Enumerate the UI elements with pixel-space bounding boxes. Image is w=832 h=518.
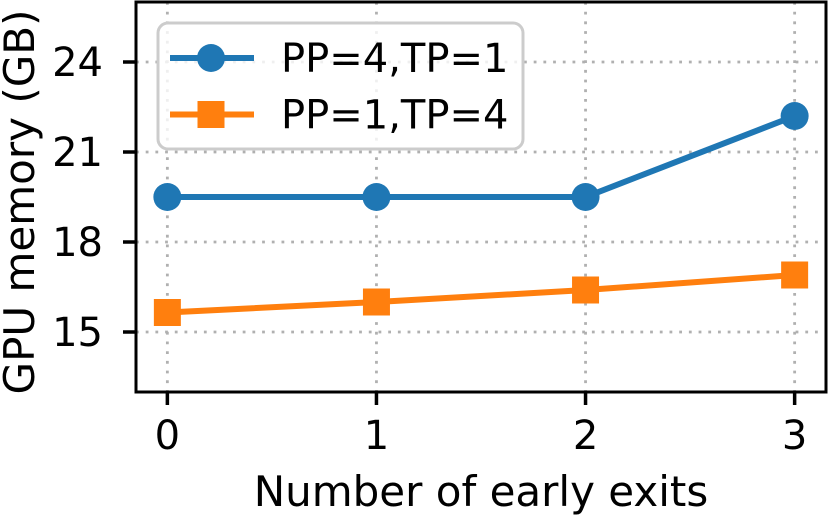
y-axis-label: GPU memory (GB) <box>0 10 44 395</box>
data-point-square-x3 <box>781 261 809 289</box>
x-tick-label-1: 1 <box>364 413 389 459</box>
plot-border <box>134 0 828 394</box>
legend-entries: PP=4,TP=1 PP=1,TP=4 <box>170 36 508 139</box>
x-axis-label: Number of early exits <box>254 467 709 516</box>
y-tick-label-15: 15 <box>52 310 103 356</box>
y-tick-label-24: 24 <box>52 40 103 86</box>
data-point-circle-x0 <box>153 183 182 211</box>
data-point-square-x2 <box>572 276 600 304</box>
y-tick-label-18: 18 <box>52 220 103 266</box>
legend-label-2: PP=1,TP=4 <box>281 93 508 139</box>
axis-ticks: 0 1 2 3 15 18 21 24 <box>52 40 807 459</box>
y-tick-label-21: 21 <box>52 130 103 176</box>
data-point-circle-x2 <box>571 183 600 211</box>
legend-marker-square <box>197 101 225 128</box>
x-tick-label-0: 0 <box>155 413 180 459</box>
x-tick-label-3: 3 <box>782 413 807 459</box>
data-point-circle-x3 <box>780 102 809 130</box>
series-line-1 <box>167 113 796 200</box>
data-point-square-x0 <box>153 299 181 326</box>
series-line-2 <box>167 272 795 316</box>
x-tick-label-2: 2 <box>573 413 598 459</box>
data-point-square-x1 <box>362 288 390 316</box>
data-point-circle-x1 <box>362 183 391 211</box>
data-series <box>153 102 809 326</box>
legend-marker-circle <box>197 44 225 72</box>
legend-label-1: PP=4,TP=1 <box>281 36 508 82</box>
legend: PP=4,TP=1 PP=1,TP=4 <box>156 21 525 151</box>
